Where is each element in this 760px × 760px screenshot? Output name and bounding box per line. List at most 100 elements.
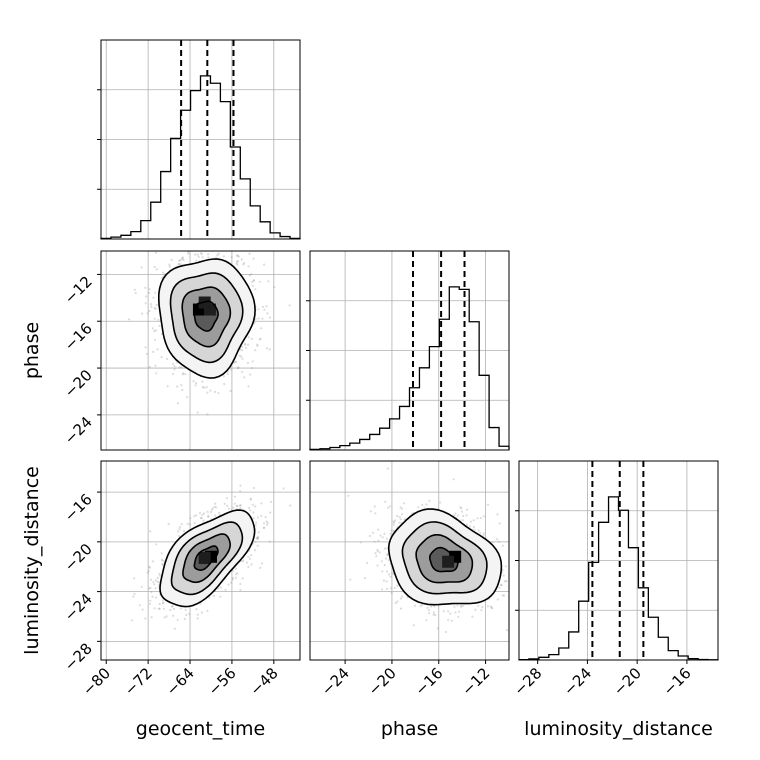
sample-point [216,254,219,257]
sample-point [179,259,182,262]
sample-point [176,385,179,388]
sample-point [133,592,136,596]
sample-point [497,540,501,543]
x-tick-label-luminosity_distance: −24 [560,664,595,699]
sample-point [498,586,501,589]
sample-point [460,510,464,513]
sample-point [215,506,218,509]
sample-point [236,572,239,575]
sample-point [399,597,402,600]
sample-point [161,563,164,566]
sample-point [250,554,253,557]
scatter-panel-phase-vs-luminosity_distance [309,460,530,664]
x-tick-label-geocent_time: −56 [205,664,240,699]
sample-point [462,519,465,522]
sample-point [176,402,180,405]
sample-point [182,530,186,533]
sample-point [252,517,255,520]
sample-point [490,606,493,609]
sample-point [260,562,264,565]
sample-point [217,392,220,395]
sample-point [396,514,399,518]
sample-point [224,588,227,592]
sample-point [398,521,401,524]
sample-point [217,252,220,255]
sample-point [148,288,151,291]
sample-point [473,528,476,532]
sample-point [188,612,191,616]
sample-point [177,535,181,538]
sample-point [217,587,220,590]
sample-point [244,346,248,349]
sample-point [160,552,163,555]
sample-point [239,582,242,586]
sample-point [501,544,504,547]
sample-point [148,309,151,313]
sample-point [195,259,198,262]
sample-point [257,317,260,320]
sample-point [433,605,436,608]
sample-point [154,329,158,332]
sample-point [288,304,291,307]
panel-frame [518,460,719,661]
sample-point [264,516,267,519]
sample-point [386,467,389,470]
hist-step-phase [309,286,510,451]
sample-point [379,534,382,537]
sample-point [177,263,180,266]
sample-point [154,587,157,590]
y-tick-label-luminosity_distance: −24 [61,590,96,625]
sample-point [206,609,209,613]
sample-point [247,565,250,569]
sample-point [246,361,249,365]
sample-point [154,307,157,310]
sample-point [138,604,141,607]
sample-point [462,514,465,518]
sample-point [263,526,266,529]
sample-point [522,623,524,625]
sample-point [200,252,203,255]
x-tick-label-luminosity_distance: −20 [610,664,645,699]
contour-line-3 [387,508,503,606]
sample-point [251,280,254,284]
sample-point [269,511,272,514]
sample-point [153,607,156,610]
sample-point [155,268,158,271]
sample-point [155,251,158,254]
sample-point [425,503,428,506]
contour-line-2 [401,521,488,595]
sample-point [128,318,131,321]
sample-point [233,218,235,220]
sample-point [498,522,501,525]
sample-point [178,366,181,369]
hist-step-luminosity_distance [518,496,719,661]
sample-point [387,506,390,509]
sample-point [450,619,453,623]
sample-point [390,529,393,532]
sample-point [255,521,258,524]
sample-point [151,560,154,563]
sample-point [180,384,183,387]
sample-point [417,506,420,509]
sample-point [428,612,431,615]
sample-point [459,604,462,607]
sample-point [241,349,244,352]
sample-point [420,603,423,607]
sample-point [241,357,244,360]
sample-point [465,523,469,526]
sample-point [162,607,165,610]
sample-point [146,571,149,575]
sample-point [158,602,161,606]
sample-point [386,587,389,591]
sample-point [212,234,214,236]
sample-point [199,252,202,255]
sample-point [456,604,459,607]
sample-point [391,572,394,575]
contour-line-3 [159,509,256,608]
sample-point [481,606,484,609]
sample-point [170,258,173,262]
sample-point [257,535,260,538]
sample-point [528,605,530,607]
sample-point [384,500,387,503]
sample-point [201,256,204,259]
